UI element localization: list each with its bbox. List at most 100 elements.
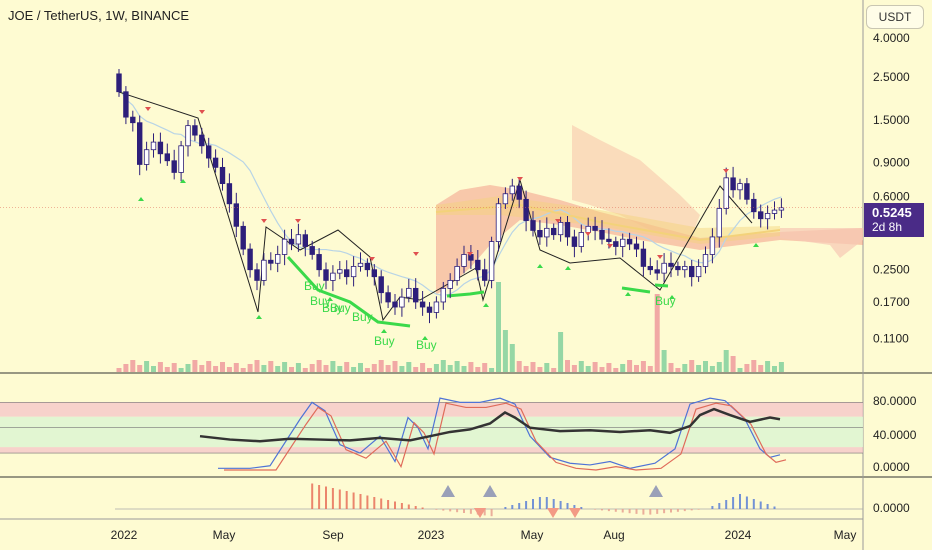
histogram-bar bbox=[773, 506, 776, 509]
candle bbox=[240, 225, 246, 250]
volume-bar bbox=[758, 365, 764, 372]
candle bbox=[695, 266, 702, 278]
volume-bar bbox=[178, 368, 184, 372]
volume-bar bbox=[130, 360, 136, 372]
x-tick-label: Sep bbox=[322, 528, 344, 542]
candle bbox=[371, 269, 377, 278]
volume-bar bbox=[634, 365, 639, 372]
volume-bar bbox=[433, 364, 439, 372]
histogram-bar bbox=[483, 509, 486, 516]
cloud-line bbox=[435, 203, 781, 242]
stoch-d-line bbox=[224, 402, 787, 471]
volume-bar bbox=[157, 362, 163, 372]
volume-bar bbox=[392, 361, 398, 372]
candle bbox=[613, 241, 619, 247]
y-tick-label: 4.0000 bbox=[873, 31, 910, 45]
last-price: 0.5245 bbox=[872, 205, 912, 220]
volume-bar bbox=[661, 350, 667, 372]
candle bbox=[551, 227, 557, 236]
candle bbox=[205, 145, 212, 159]
volume-bar bbox=[620, 364, 626, 372]
sell-marker bbox=[555, 219, 561, 223]
candle bbox=[178, 145, 184, 173]
histogram-bar bbox=[469, 509, 472, 514]
volume-bar bbox=[544, 363, 550, 372]
candle bbox=[419, 301, 426, 308]
histogram-bar bbox=[635, 509, 638, 514]
volume-bar bbox=[530, 362, 536, 372]
candle bbox=[116, 73, 122, 93]
volume-bar bbox=[523, 366, 529, 372]
signal-band bbox=[621, 286, 651, 294]
histogram-bar bbox=[532, 499, 534, 509]
candle bbox=[723, 177, 729, 209]
currency-button[interactable]: USDT bbox=[866, 5, 924, 29]
volume-bar bbox=[482, 363, 488, 372]
sell-marker bbox=[261, 219, 267, 223]
sell-marker bbox=[607, 244, 613, 248]
candle bbox=[171, 160, 177, 173]
candle bbox=[130, 116, 136, 124]
histogram-bar bbox=[621, 509, 624, 513]
overbought-zone bbox=[0, 402, 863, 417]
sell-marker bbox=[657, 255, 663, 259]
up-signal bbox=[483, 485, 497, 497]
sell-marker bbox=[369, 257, 375, 261]
candle bbox=[730, 177, 736, 191]
histogram-bar bbox=[649, 509, 652, 515]
volume-bar bbox=[123, 364, 129, 372]
volume-bar bbox=[289, 367, 294, 372]
candle bbox=[689, 266, 695, 278]
x-tick-label: May bbox=[213, 528, 236, 542]
volume-bar bbox=[447, 365, 453, 372]
candle bbox=[378, 276, 384, 294]
histogram-bar bbox=[421, 507, 424, 509]
candle bbox=[412, 287, 419, 303]
volume-bar bbox=[137, 365, 143, 372]
sell-marker bbox=[199, 110, 205, 114]
volume-bar bbox=[233, 363, 239, 372]
histogram-bar bbox=[456, 509, 459, 513]
volume-bar bbox=[551, 368, 557, 372]
volume-bar bbox=[323, 365, 329, 372]
histogram-bar bbox=[552, 499, 555, 509]
y-tick-label: 0.9000 bbox=[873, 156, 910, 170]
x-tick-label: 2023 bbox=[418, 528, 445, 542]
candle bbox=[530, 220, 536, 231]
candle bbox=[426, 306, 433, 313]
volume-bar bbox=[772, 366, 777, 372]
up-signal bbox=[441, 485, 455, 497]
volume-bar bbox=[385, 365, 391, 372]
up-signal bbox=[649, 485, 663, 497]
buy-label: Buy bbox=[374, 334, 395, 348]
bar-countdown: 2d 8h bbox=[872, 220, 903, 234]
osc-tick-label: 0.0000 bbox=[873, 460, 910, 474]
candle bbox=[495, 203, 502, 242]
candles bbox=[0, 69, 863, 324]
histogram-bar bbox=[739, 494, 741, 509]
candle bbox=[702, 254, 709, 267]
candle bbox=[185, 125, 191, 147]
histogram-bar bbox=[663, 509, 666, 514]
volume-bar bbox=[171, 363, 177, 372]
stoch-k-line bbox=[218, 397, 781, 469]
candle bbox=[157, 141, 164, 155]
candle bbox=[744, 183, 750, 200]
candle bbox=[523, 198, 529, 221]
histogram-bar bbox=[580, 507, 583, 509]
candle bbox=[309, 246, 315, 255]
cloud-area bbox=[572, 125, 700, 240]
down-signal bbox=[474, 508, 486, 518]
histogram-bar bbox=[338, 489, 341, 509]
candle bbox=[247, 248, 253, 271]
volume-bar bbox=[502, 330, 508, 372]
histogram-panel bbox=[115, 483, 863, 518]
candle bbox=[488, 241, 495, 281]
sell-marker bbox=[585, 232, 591, 236]
candle bbox=[212, 157, 219, 168]
volume-bar bbox=[696, 365, 702, 372]
volume-bar bbox=[744, 364, 750, 372]
x-tick-label: May bbox=[521, 528, 544, 542]
candle bbox=[295, 234, 302, 245]
